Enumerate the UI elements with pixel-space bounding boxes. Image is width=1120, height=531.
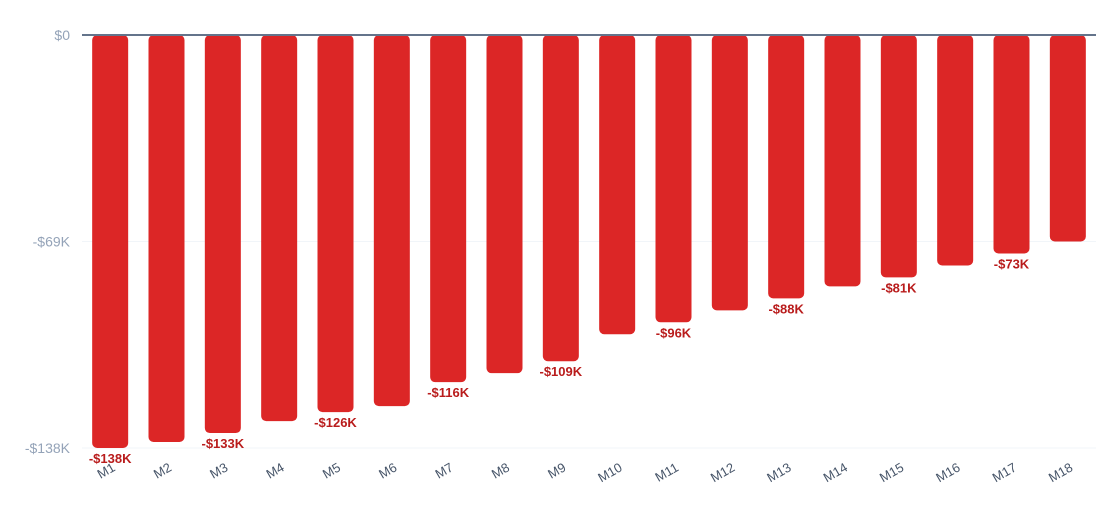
grid-lines xyxy=(82,241,1096,449)
x-tick-label-m6: M6 xyxy=(376,460,399,482)
x-tick-label-m11: M11 xyxy=(652,460,681,485)
bar-m5 xyxy=(317,35,354,413)
data-label-m17: -$73K xyxy=(994,256,1030,271)
y-tick-label: -$69K xyxy=(33,234,71,250)
x-tick-label-m4: M4 xyxy=(264,460,287,482)
x-tick-label-m15: M15 xyxy=(877,460,906,486)
x-axis-ticks: M1 M2 M3 M4 M5 M6 M7 M8 M9 M10 M11 M12 M13 M14 M15 M16 M… xyxy=(95,460,1076,486)
bar-m12 xyxy=(711,35,748,311)
bars xyxy=(92,35,1086,448)
x-tick-label-m7: M7 xyxy=(433,460,456,482)
bar-m16 xyxy=(937,35,974,266)
x-tick-label-m16: M16 xyxy=(933,460,962,486)
x-tick-label-m13: M13 xyxy=(764,460,793,486)
y-axis-ticks: $0 -$69K -$138K xyxy=(25,27,71,456)
y-tick-label: -$138K xyxy=(25,440,71,456)
data-label-m7: -$116K xyxy=(427,385,470,400)
bar-m13 xyxy=(768,35,805,299)
x-tick-label-m9: M9 xyxy=(545,460,568,482)
bar-m8 xyxy=(486,35,523,374)
data-label-m15: -$81K xyxy=(881,280,917,295)
bar-m7 xyxy=(430,35,467,383)
x-tick-label-m10: M10 xyxy=(595,460,624,486)
bar-m18 xyxy=(1049,35,1086,242)
data-label-m1: -$138K xyxy=(89,451,132,466)
x-tick-label-m12: M12 xyxy=(708,460,737,486)
data-label-m5: -$126K xyxy=(314,415,357,430)
bar-m10 xyxy=(599,35,636,335)
bar-m4 xyxy=(261,35,298,422)
bar-m2 xyxy=(148,35,185,443)
x-tick-label-m3: M3 xyxy=(207,460,230,482)
x-tick-label-m17: M17 xyxy=(990,460,1019,486)
bar-m6 xyxy=(373,35,410,407)
data-labels: -$138K -$133K -$126K -$116K -$109K -$96K -$88K… xyxy=(89,256,1030,466)
bar-m17 xyxy=(993,35,1030,254)
bar-m9 xyxy=(542,35,579,362)
bar-m14 xyxy=(824,35,861,287)
data-label-m11: -$96K xyxy=(656,325,692,340)
bar-m1 xyxy=(92,35,129,448)
bar-m15 xyxy=(880,35,917,278)
data-label-m3: -$133K xyxy=(202,436,245,451)
data-label-m9: -$109K xyxy=(540,364,583,379)
data-label-m13: -$88K xyxy=(768,301,804,316)
x-tick-label-m8: M8 xyxy=(489,460,512,482)
y-tick-label: $0 xyxy=(54,27,70,43)
bar-m3 xyxy=(204,35,241,434)
x-tick-label-m5: M5 xyxy=(320,460,343,482)
x-tick-label-m14: M14 xyxy=(821,460,850,486)
bar-m11 xyxy=(655,35,692,323)
x-tick-label-m2: M2 xyxy=(151,460,174,482)
x-tick-label-m18: M18 xyxy=(1046,460,1075,486)
